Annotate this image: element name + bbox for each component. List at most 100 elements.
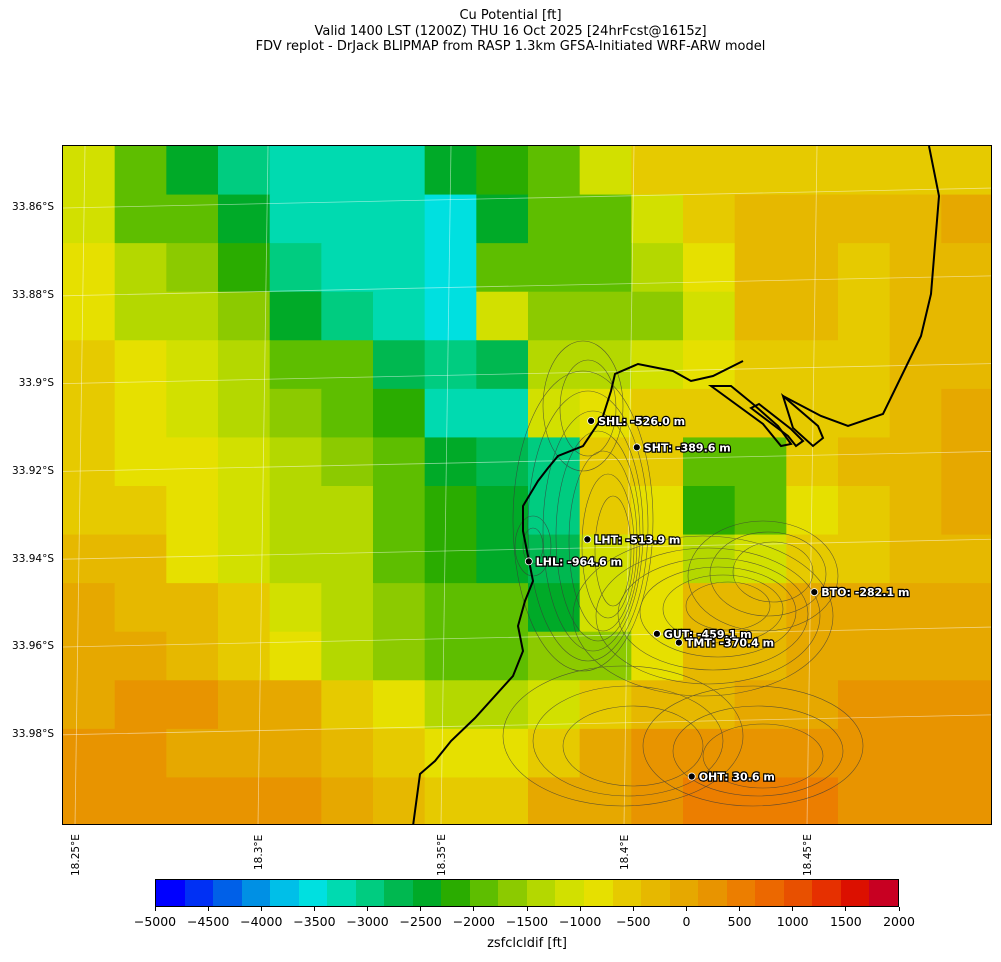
parallel-line [63,275,991,297]
station-marker[interactable]: BTO: -282.1 m [810,585,911,600]
grid-cell [579,680,632,730]
grid-cell [321,146,374,196]
grid-cell [579,243,632,293]
grid-cell [528,388,581,439]
colorbar-swatch [384,880,413,906]
grid-cell [528,777,581,824]
grid-cell [889,194,942,244]
grid-cell [321,437,374,487]
grid-cell [786,146,839,196]
grid-cell [838,243,891,293]
meridian-line [257,146,269,824]
grid-cell [63,243,116,293]
grid-cell [63,388,116,439]
grid-cell [166,534,219,584]
grid-cell [941,194,991,244]
grid-cell [321,631,374,681]
parallel-line [63,451,991,472]
grid-cell [476,777,529,824]
station-label: BTO: -282.1 m [821,586,909,599]
grid-cell [424,340,477,390]
grid-cell [114,146,167,196]
grid-cell [683,243,736,293]
grid-cell [321,486,374,536]
grid-cell [424,194,477,244]
grid-cell [424,728,477,779]
grid-cell [373,243,426,293]
lat-label-4: 33.92°S [12,465,54,477]
grid-cell [218,728,271,779]
meridian-line [440,146,452,824]
colorbar-swatch [469,880,499,906]
grid-cell [889,631,942,681]
station-label: SHL: -526.0 m [598,415,685,428]
map-plot-area[interactable]: SHL: -526.0 m SHT: -389.6 m LHT: -513.9 m L… [62,145,992,825]
grid-cell [838,194,891,244]
title-line-1: Cu Potential [ft] [459,8,562,23]
station-marker[interactable]: GUT: -459.1 m [653,627,753,642]
grid-cell [476,340,529,390]
colorbar-swatch [526,880,556,906]
station-marker[interactable]: SHT: -389.6 m [632,440,732,455]
grid-cell [683,777,736,824]
grid-cell [631,728,684,779]
grid-cell [786,680,839,730]
colorbar-swatch [498,880,527,906]
grid-cell [218,146,271,196]
parallel-line [63,626,991,648]
station-marker[interactable]: SHL: -526.0 m [587,414,686,429]
grid-cell [838,340,891,390]
grid-cell [683,146,736,196]
station-dot [524,557,533,566]
grid-cell [218,680,271,730]
station-marker[interactable]: OHT: 30.6 m [687,769,776,785]
grid-cell [941,486,991,536]
colorbar-tick-label: −2500 [399,914,442,929]
grid-cell [838,680,891,730]
colorbar-swatch [612,880,642,906]
station-dot [675,638,683,647]
grid-cell [889,583,942,633]
coastline [412,146,941,824]
grid-cell [269,291,322,341]
grid-cell [476,583,529,633]
grid-cell [941,437,991,487]
station-label: LHT: -513.9 m [594,533,680,546]
meridian-line [806,146,818,824]
grid-cell [321,291,374,341]
grid-cell [424,583,477,633]
station-marker[interactable]: LHT: -513.9 m [583,532,682,548]
grid-cell [218,486,271,536]
grid-cell [838,534,891,584]
grid-cell [114,728,167,779]
grid-cell [321,680,374,730]
station-dot [687,772,696,781]
grid-cell [579,486,632,536]
grid-cell [476,291,529,341]
station-dot [632,443,641,452]
colorbar-tickmark [632,907,634,911]
grid-cell [373,583,426,633]
grid-cell [528,486,581,536]
grid-cell [579,583,632,633]
grid-cell [321,194,374,244]
grid-cell [734,486,787,536]
colorbar-tickmark [526,907,528,911]
grid-cell [786,340,839,390]
grid-cell [166,583,219,633]
colorbar-tickmark [260,907,262,911]
grid-cell [528,728,581,779]
title-line-3: FDV replot - DrJack BLIPMAP from RASP 1.… [255,39,766,54]
grid-cell [631,777,684,824]
grid-cell [321,388,374,439]
grid-cell [373,728,426,779]
grid-cell [218,777,271,824]
colorbar-tickmark [792,907,794,911]
grid-cell [579,340,632,390]
grid-cell [941,777,991,824]
colorbar-swatch [869,880,898,906]
grid-cell [889,291,942,341]
station-marker[interactable]: LHL: -964.6 m [524,554,623,570]
grid-cell [218,291,271,341]
station-marker[interactable]: TMT: -370.4 m [675,635,775,651]
